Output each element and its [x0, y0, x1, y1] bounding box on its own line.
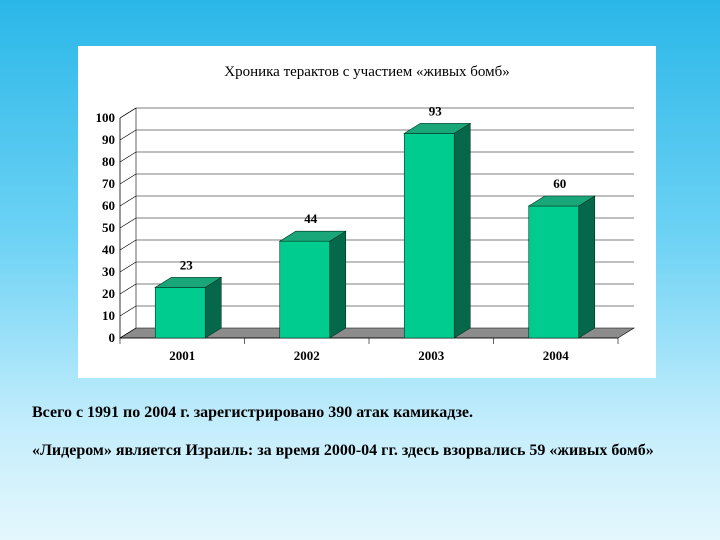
gridline-depth [119, 239, 137, 251]
bar-top-2004 [527, 195, 596, 207]
data-label: 60 [553, 176, 566, 191]
bar-front-2002 [279, 240, 331, 339]
y-tick-label: 90 [102, 132, 115, 147]
gridline-depth [119, 261, 137, 273]
chart-title: Хроника терактов с участием «живых бомб» [224, 64, 510, 80]
bar-side-2004 [578, 195, 596, 339]
bar-side-2002 [329, 230, 347, 339]
bar-chart: 0 10 20 30 40 50 60 70 80 90 100 23 2001 44 2002 93 2003… [96, 103, 636, 363]
y-tick-label: 60 [102, 198, 115, 213]
bar-front-2004 [528, 205, 580, 339]
bar-front-2001 [154, 287, 206, 339]
bar-top-2002 [278, 230, 347, 242]
x-tick-label: 2001 [169, 348, 195, 363]
y-tick-label: 100 [96, 110, 116, 125]
gridline-depth [119, 217, 137, 229]
caption-total-attacks: Всего с 1991 по 2004 г. зарегистрировано… [32, 404, 474, 421]
y-tick-label: 20 [102, 286, 115, 301]
y-tick-label: 40 [102, 242, 115, 257]
bar-front-2003 [403, 133, 455, 339]
y-tick-label: 0 [109, 330, 116, 345]
gridline-depth [119, 327, 137, 339]
bar-side-2003 [453, 122, 471, 339]
gridline-depth [119, 151, 137, 163]
y-tick-label: 30 [102, 264, 115, 279]
gridline-depth [119, 129, 137, 141]
y-tick-label: 50 [102, 220, 115, 235]
data-label: 44 [304, 211, 318, 226]
gridline-depth [119, 195, 137, 207]
caption-israel-leader: «Лидером» является Израиль: за время 200… [32, 442, 654, 459]
x-tick-label: 2003 [418, 348, 445, 363]
data-label: 23 [180, 257, 194, 272]
gridline-depth [119, 305, 137, 317]
y-tick-label: 80 [102, 154, 115, 169]
gridline-depth [119, 173, 137, 185]
bar-top-2003 [403, 123, 472, 134]
gridline-depth [119, 283, 137, 295]
chart-panel: Хроника терактов с участием «живых бомб»… [78, 46, 656, 378]
x-tick-label: 2002 [294, 348, 320, 363]
y-tick-label: 10 [102, 308, 115, 323]
x-tick-label: 2004 [543, 348, 570, 363]
bar-top-2001 [154, 277, 223, 288]
y-tick-label: 70 [102, 176, 115, 191]
axis-top-edge [119, 107, 137, 119]
bar-side-2001 [204, 276, 222, 339]
data-label: 93 [429, 103, 443, 118]
